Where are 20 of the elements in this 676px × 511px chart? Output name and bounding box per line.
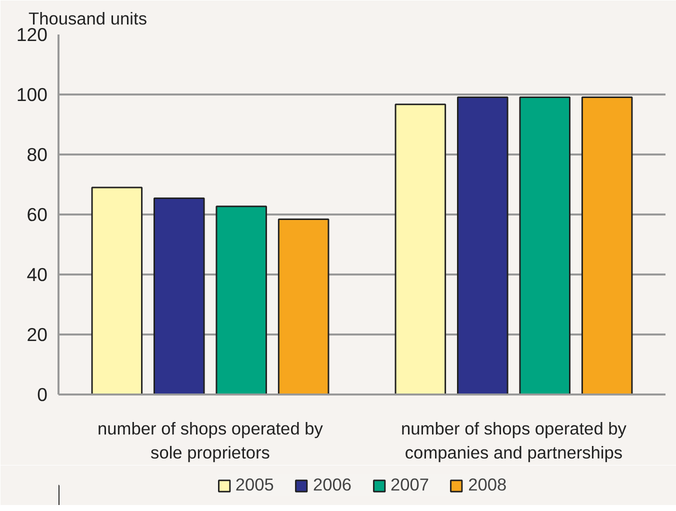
bar	[278, 218, 330, 394]
bar	[216, 206, 267, 394]
y-tick-label: 100	[16, 84, 48, 105]
y-tick-label: 20	[26, 324, 48, 345]
bar	[394, 104, 446, 394]
bar	[91, 186, 143, 394]
y-tick-label: 40	[26, 264, 48, 285]
bar	[457, 96, 508, 394]
bar	[154, 198, 205, 394]
legend-label: 2005	[235, 474, 274, 496]
legend-label: 2007	[390, 474, 430, 496]
y-tick-label: 60	[26, 204, 48, 225]
bar	[519, 96, 570, 394]
y-tick-label: 0	[37, 384, 48, 405]
x-tick-label: number of shops operated by companies and partnerships	[401, 418, 627, 462]
y-tick-label: 80	[26, 144, 48, 165]
legend-label: 2006	[312, 474, 352, 496]
bar	[581, 96, 633, 394]
legend-label: 2008	[468, 474, 507, 496]
x-tick-label: number of shops operated by sole proprietors	[98, 418, 324, 462]
